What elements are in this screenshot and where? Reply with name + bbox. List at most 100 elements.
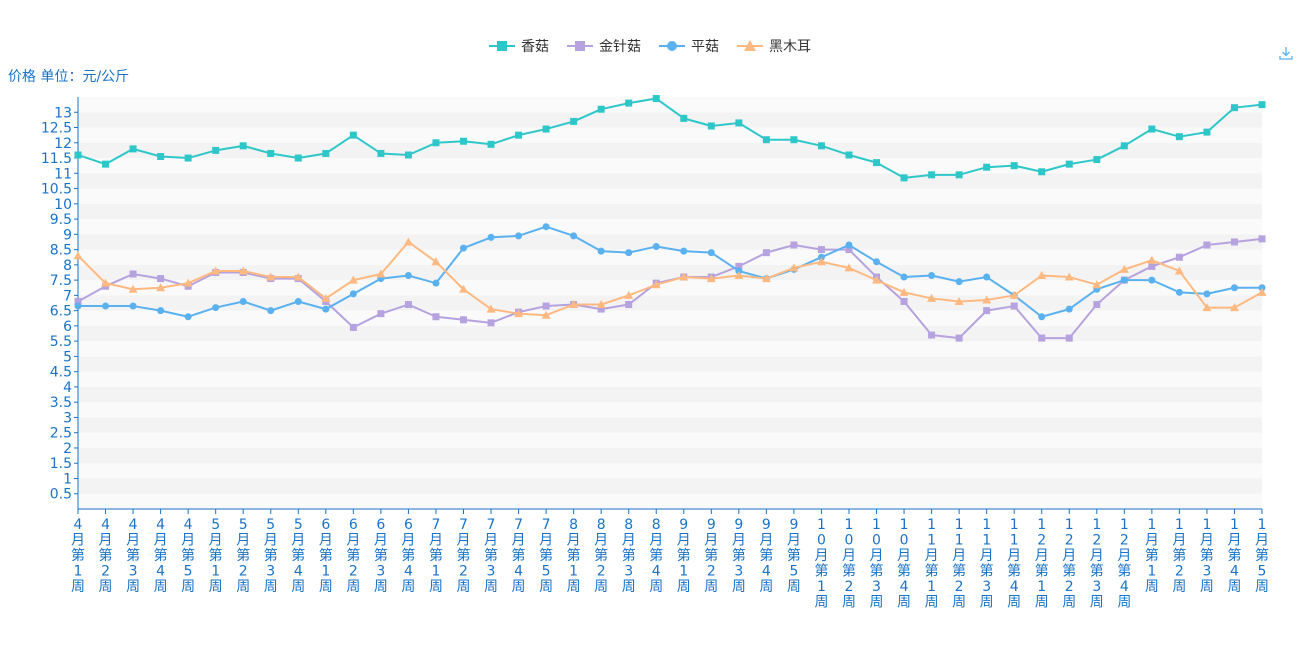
data-point <box>597 305 605 313</box>
data-point <box>1175 253 1183 261</box>
data-point <box>927 293 937 302</box>
x-tick-label: 6 月第 4 周 <box>401 517 415 595</box>
data-point <box>597 105 605 113</box>
data-point <box>1230 284 1238 292</box>
x-tick-label: 6 月第 1 周 <box>319 517 333 595</box>
data-point <box>515 232 523 240</box>
y-tick-label: 7 <box>63 288 72 304</box>
data-point <box>928 272 936 280</box>
data-point <box>734 271 744 280</box>
legend-item[interactable]: 香菇 <box>489 36 549 56</box>
data-point <box>1175 288 1183 296</box>
legend-item[interactable]: 黑木耳 <box>737 36 811 56</box>
data-point <box>1010 162 1018 170</box>
grid-band <box>78 142 1262 159</box>
data-point <box>955 171 963 179</box>
grid-band <box>78 463 1262 479</box>
data-point <box>157 275 165 283</box>
data-point <box>900 297 908 305</box>
y-tick-label: 11.5 <box>41 151 72 167</box>
data-point <box>432 279 440 287</box>
data-point <box>761 274 771 283</box>
y-tick-label: 10.5 <box>41 182 72 198</box>
legend: 香菇 金针菇 平菇 黑木耳 <box>0 36 1300 56</box>
legend-marker-icon <box>567 41 593 51</box>
y-axis-title: 价格 单位：元/公斤 <box>8 69 130 85</box>
data-point <box>982 295 992 304</box>
data-point <box>431 257 441 266</box>
grid-band <box>78 97 1262 113</box>
data-point <box>1202 303 1212 312</box>
legend-marker-icon <box>659 41 685 51</box>
data-point <box>845 241 853 249</box>
grid-band <box>78 417 1262 433</box>
grid-band <box>78 188 1262 204</box>
grid-band <box>78 356 1262 372</box>
data-point <box>1093 156 1101 164</box>
data-point <box>266 272 276 281</box>
data-point <box>735 119 743 127</box>
data-point <box>1230 238 1238 246</box>
data-point <box>570 232 578 240</box>
data-point <box>1064 272 1074 281</box>
data-point <box>735 262 743 270</box>
data-point <box>487 140 495 148</box>
data-point <box>514 309 524 318</box>
data-point <box>1203 241 1211 249</box>
x-tick-label: 1 1 月第 1 周 <box>925 517 939 611</box>
data-point <box>184 154 192 162</box>
data-point <box>459 316 467 324</box>
y-tick-label: 9 <box>63 227 72 243</box>
data-point <box>404 272 412 280</box>
x-tick-label: 1 月第 1 周 <box>1145 517 1159 595</box>
data-point <box>596 300 606 309</box>
y-tick-label: 3.5 <box>50 395 72 411</box>
y-tick-label: 7.5 <box>50 273 72 289</box>
data-point <box>1093 301 1101 309</box>
x-tick-label: 7 月第 3 周 <box>484 517 498 595</box>
x-tick-label: 4 月第 4 周 <box>154 517 168 595</box>
y-tick-label: 1 <box>63 471 72 487</box>
y-tick-label: 4 <box>63 380 72 396</box>
data-point <box>569 300 579 309</box>
data-point <box>1065 334 1073 342</box>
data-point <box>900 174 908 182</box>
data-point <box>486 304 496 313</box>
grid-band <box>78 127 1262 143</box>
data-point <box>322 305 330 313</box>
x-tick-label: 1 月第 2 周 <box>1172 517 1186 595</box>
grid-band <box>78 325 1262 342</box>
data-point <box>625 249 633 257</box>
legend-item[interactable]: 平菇 <box>659 36 719 56</box>
x-tick-label: 5 月第 1 周 <box>209 517 223 595</box>
x-tick-label: 9 月第 4 周 <box>759 517 773 595</box>
data-point <box>873 258 881 266</box>
legend-label: 黑木耳 <box>769 39 811 55</box>
data-point <box>873 159 881 167</box>
data-point <box>735 267 743 275</box>
data-point <box>1120 142 1128 150</box>
data-point <box>983 307 991 315</box>
y-tick-label: 12 <box>54 136 72 152</box>
data-point <box>267 307 275 315</box>
x-tick-label: 5 月第 2 周 <box>236 517 250 595</box>
data-point <box>459 137 467 145</box>
data-point <box>845 151 853 159</box>
data-point <box>322 149 330 157</box>
grid-band <box>78 173 1262 189</box>
data-point <box>294 297 302 305</box>
data-point <box>955 278 963 286</box>
legend-marker-icon <box>489 41 515 51</box>
data-point <box>625 301 633 309</box>
data-point <box>570 117 578 125</box>
download-icon[interactable] <box>1278 45 1294 61</box>
grid-band <box>78 264 1262 281</box>
data-point <box>404 151 412 159</box>
data-point <box>1203 290 1211 298</box>
legend-item[interactable]: 金针菇 <box>567 36 641 56</box>
grid-band <box>78 493 1262 509</box>
y-tick-label: 8 <box>63 258 72 274</box>
legend-label: 香菇 <box>521 39 549 55</box>
data-point <box>1065 305 1073 313</box>
data-point <box>128 284 138 293</box>
